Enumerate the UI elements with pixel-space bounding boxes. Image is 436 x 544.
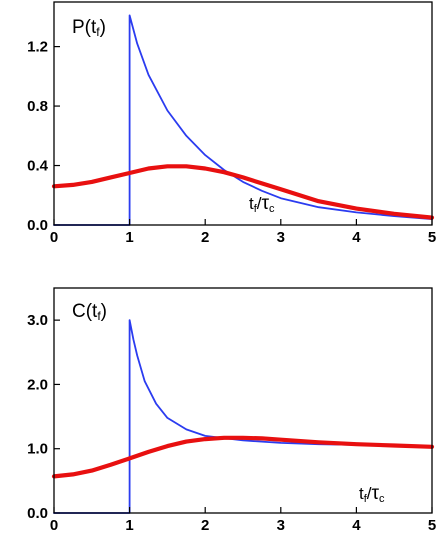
panel-p-x-tick-label: 3 xyxy=(277,229,285,246)
panel-p-y-tick-label: 1.2 xyxy=(27,39,48,56)
panel-p-series xyxy=(51,14,435,226)
panel-c-frame xyxy=(53,287,433,514)
panel-c-x-tick-label: 3 xyxy=(277,517,285,534)
panel-p-x-tick-label: 1 xyxy=(125,229,133,246)
panel-c-x-tick-label: 4 xyxy=(352,517,361,534)
panel-c-y-tick-label: 3.0 xyxy=(27,312,48,329)
panel-p-ticks: 0 1 2 3 4 5 0.0 0.4 0.8 1.2 xyxy=(27,39,436,246)
panel-p-y-tick-label: 0.4 xyxy=(27,158,49,175)
panel-p-series-line-2 xyxy=(51,164,435,220)
panel-p-x-tick-label: 0 xyxy=(50,229,58,246)
panel-c-x-tick-label: 2 xyxy=(201,517,209,534)
panel-p-label: P(tf) xyxy=(72,17,106,39)
panel-p-x-tick-label: 4 xyxy=(352,229,361,246)
panel-c-y-tick-label: 0.0 xyxy=(27,505,48,522)
panel-c-x-tick-label: 5 xyxy=(428,517,436,534)
panel-p-y-tick-label: 0.0 xyxy=(27,217,48,234)
panel-c-x-axis-label: tf/τc xyxy=(359,483,385,505)
panel-p: 0 1 2 3 4 5 0.0 0.4 0.8 1.2 P(tf) tf/τc xyxy=(27,1,436,246)
panel-p-x-tick-label: 2 xyxy=(201,229,209,246)
panel-p-x-axis-label: tf/τc xyxy=(249,193,275,215)
panel-c-series-line-2 xyxy=(51,435,435,479)
panel-p-y-tick-label: 0.8 xyxy=(27,98,48,115)
panel-c-ticks: 0 1 2 3 4 5 0.0 1.0 2.0 3.0 xyxy=(27,312,436,534)
panel-c-x-tick-label: 1 xyxy=(125,517,133,534)
panel-c-y-tick-label: 2.0 xyxy=(27,376,48,393)
panel-c: 0 1 2 3 4 5 0.0 1.0 2.0 3.0 C(tf) tf/τc xyxy=(27,287,436,534)
panel-c-x-tick-label: 0 xyxy=(50,517,58,534)
panel-p-frame xyxy=(53,1,433,226)
panel-c-y-tick-label: 1.0 xyxy=(27,441,48,458)
panel-c-series xyxy=(51,319,435,514)
panel-p-x-tick-label: 5 xyxy=(428,229,436,246)
panel-c-label: C(tf) xyxy=(72,301,107,323)
panel-p-series-line-1 xyxy=(53,14,433,226)
